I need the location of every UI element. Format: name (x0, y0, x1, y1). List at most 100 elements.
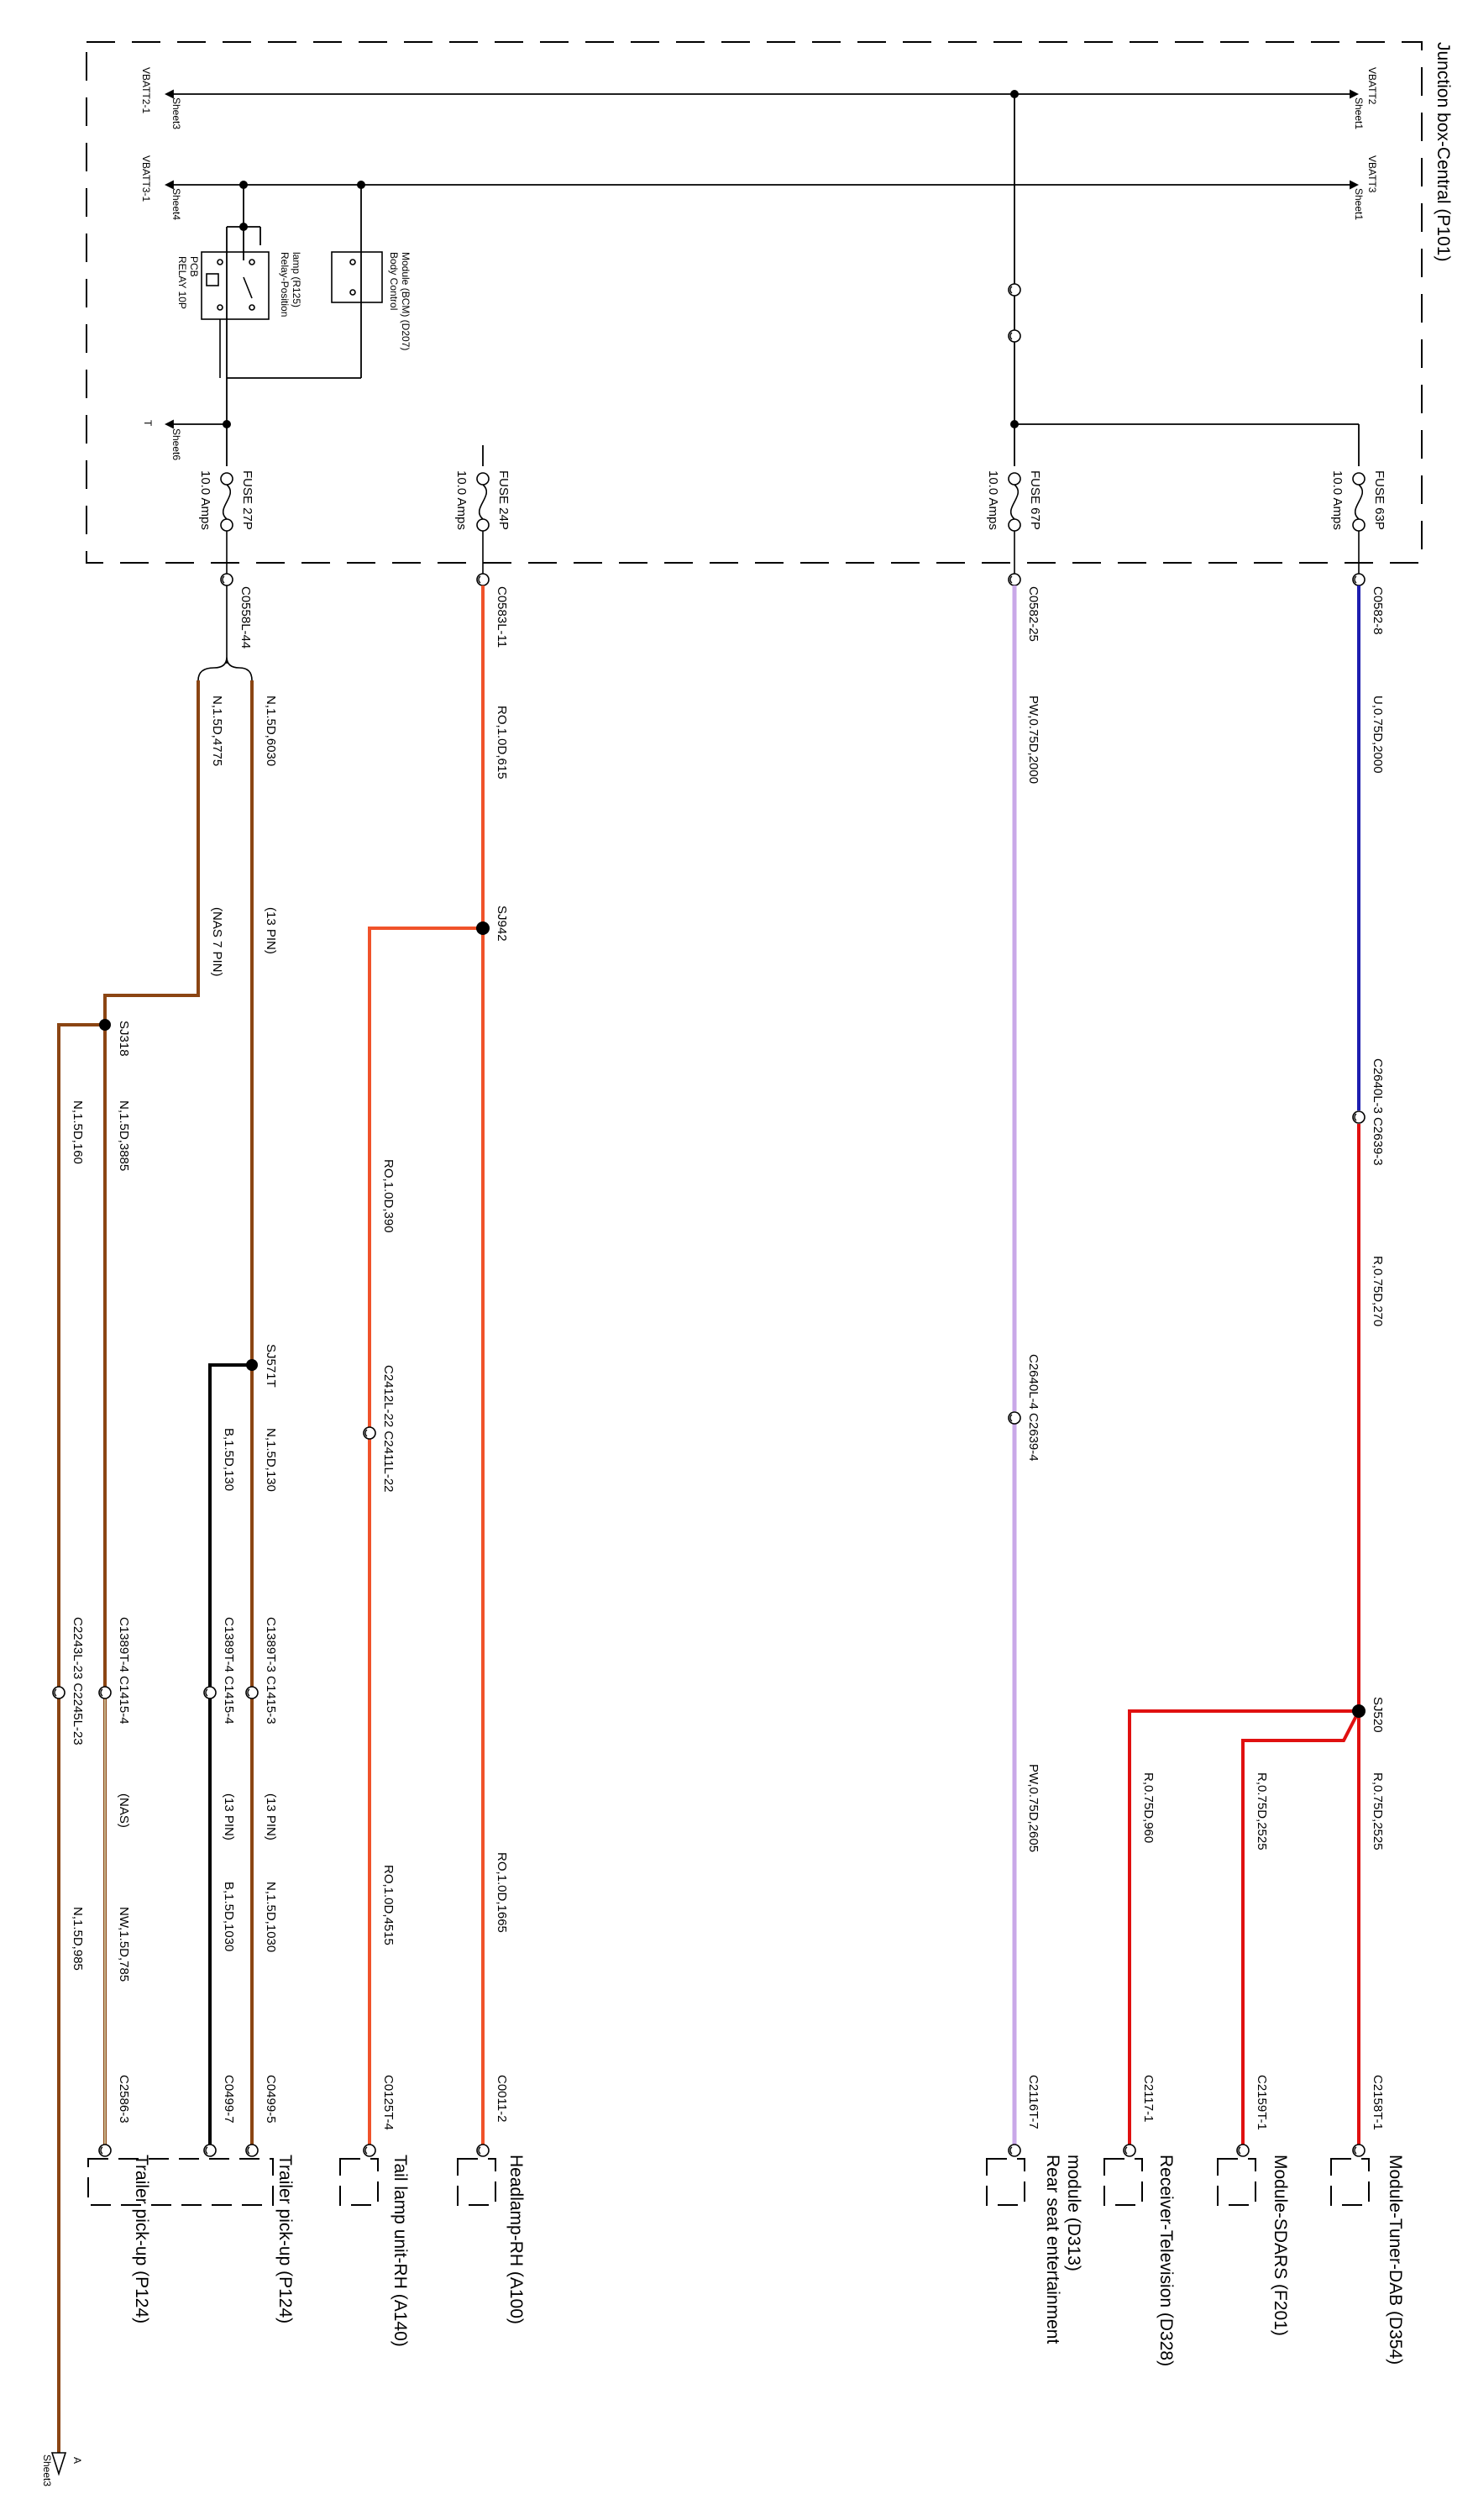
wire-label: (NAS) (117, 1793, 131, 1828)
bcm-label: Body Control (388, 252, 400, 310)
component-label: Rear seat entertainment (1043, 2155, 1062, 2344)
inline-connector (1008, 329, 1021, 343)
wire-label: N,1.5D,1030 (264, 1882, 278, 1952)
connector-label: C0583L-11 (495, 586, 509, 648)
wire-label: N,1.5D,985 (71, 1907, 85, 1971)
component-label: module (D313) (1064, 2155, 1083, 2271)
fuse-amps: 10.0 Amps (1330, 470, 1345, 530)
connector-label: C0011-2 (495, 2075, 509, 2122)
wire-label: B,1.5D,1030 (222, 1882, 236, 1951)
connector (220, 573, 233, 586)
junction-dot (1010, 90, 1019, 98)
fuse-amps: 10.0 Amps (454, 470, 469, 530)
relay-symbol (201, 251, 270, 378)
t-sheet: Sheet6 (170, 428, 182, 460)
relay-label: lamp (R125) (291, 252, 302, 307)
junction-dot (1010, 420, 1019, 428)
inline-connector (52, 1686, 66, 1699)
wire-label: B,1.5D,130 (222, 1428, 236, 1491)
connector-label: C0558L-44 (239, 586, 253, 648)
junction-box-border (86, 41, 1423, 564)
component-label: Headlamp-RH (A100) (506, 2155, 526, 2324)
component-label: Receiver-Television (D328) (1156, 2155, 1176, 2366)
inline-connector (1352, 1110, 1366, 1124)
wire-label: N,1.5D,130 (264, 1428, 278, 1492)
splice-dot (476, 921, 490, 935)
component-boxes (87, 2158, 1370, 2206)
inline-connector (1008, 1411, 1021, 1425)
orange-wires (368, 585, 485, 2146)
junction-dot (357, 181, 365, 189)
component-label: Trailer pick-up (P124) (275, 2155, 295, 2323)
connector-label: C2640L-3 C2639-3 (1371, 1058, 1385, 1166)
connector-label: C2116T-7 (1026, 2075, 1041, 2129)
brown-wires (57, 680, 254, 2453)
wire-label: N,1.5D,6030 (264, 696, 278, 766)
splice-label: SJ520 (1371, 1697, 1385, 1733)
junction-box-title: Junction box-Central (P101) (1434, 42, 1453, 261)
red-wires (1128, 1124, 1360, 2146)
connector-label: C1389T-4 C1415-4 (117, 1617, 131, 1725)
offsheet-arrow (50, 2452, 67, 2476)
wire-label: RO,1.0D,615 (495, 706, 509, 780)
component-label: Trailer pick-up (P124) (132, 2155, 151, 2323)
connector-label: C2159T-1 (1255, 2075, 1269, 2130)
fuse-label: FUSE 24P (496, 470, 511, 530)
vbatt2-right-label: VBATT2 (1366, 67, 1378, 105)
wire-label: (13 PIN) (222, 1793, 236, 1840)
wire-label: R,0.75D,960 (1141, 1772, 1156, 1843)
connector-label: C1389T-3 C1415-3 (264, 1617, 278, 1725)
vbatt2-right-sheet: Sheet1 (1353, 97, 1365, 129)
vbatt3-left-label: VBATT3-1 (140, 155, 152, 202)
wire-label: PW,0.75D,2605 (1026, 1764, 1041, 1852)
component-label: Module-SDARS (F201) (1271, 2155, 1290, 2336)
wire-label: N,1.5D,4775 (210, 696, 224, 766)
wire-label: PW,0.75D,2000 (1026, 696, 1041, 784)
splitter-brace (197, 585, 253, 681)
connector-label: C0582-25 (1026, 586, 1041, 642)
fuse-27p (220, 472, 233, 580)
bcm-label: Module (BCM) (D207) (400, 252, 411, 350)
offsheet-label: A (71, 2457, 83, 2464)
splice-label: SJ318 (117, 1021, 131, 1057)
wire-label: (NAS 7 PIN) (210, 907, 224, 977)
wire-label: U,0.75D,2000 (1371, 696, 1385, 774)
connector-label: C2158T-1 (1371, 2075, 1385, 2130)
splice-dot (99, 1019, 111, 1031)
fuse-label: FUSE 27P (240, 470, 254, 530)
relay-label: Relay-Position (279, 252, 291, 317)
connector-label: C0582-8 (1371, 586, 1385, 635)
connector-label: C2243L-23 C2245L-23 (71, 1617, 85, 1746)
t-label: T (142, 420, 154, 427)
vbatt3-right-label: VBATT3 (1366, 155, 1378, 193)
inline-connector (363, 1426, 376, 1440)
junction-dot (223, 420, 231, 428)
junction-dot (239, 223, 248, 231)
wire-label: N,1.5D,160 (71, 1100, 85, 1164)
wire-label: (13 PIN) (264, 1793, 278, 1840)
wire-label: R,0.75D,270 (1371, 1256, 1385, 1326)
junction-dot (239, 181, 248, 189)
fuse-63p (1352, 472, 1366, 580)
inline-connector (245, 1686, 259, 1699)
fuse-label: FUSE 67P (1028, 470, 1042, 530)
splice-label: SJ942 (495, 906, 509, 942)
fuse-amps: 10.0 Amps (986, 470, 1000, 530)
connector-label: C2640L-4 C2639-4 (1026, 1354, 1041, 1462)
inline-connector (203, 1686, 217, 1699)
fuse-67p (1008, 472, 1021, 580)
connector-label: C2586-3 (117, 2075, 131, 2124)
connector (1352, 573, 1366, 586)
relay-type: PCB (188, 256, 200, 277)
wire-label: (13 PIN) (264, 907, 278, 954)
wire-label: RO,1.0D,1665 (495, 1852, 509, 1933)
wire-label: NW,1.5D,785 (117, 1907, 131, 1982)
black-wire (208, 1363, 252, 2146)
bcm-symbol (331, 251, 383, 303)
connector-label: C1389T-4 C1415-4 (222, 1617, 236, 1725)
vbatt2-left-sheet: Sheet3 (170, 97, 182, 129)
wire-label: R,0.75D,2525 (1255, 1772, 1269, 1851)
component-label: Module-Tuner-DAB (D354) (1386, 2155, 1405, 2365)
connector-label: C2412L-22 C2411L-22 (381, 1365, 396, 1493)
